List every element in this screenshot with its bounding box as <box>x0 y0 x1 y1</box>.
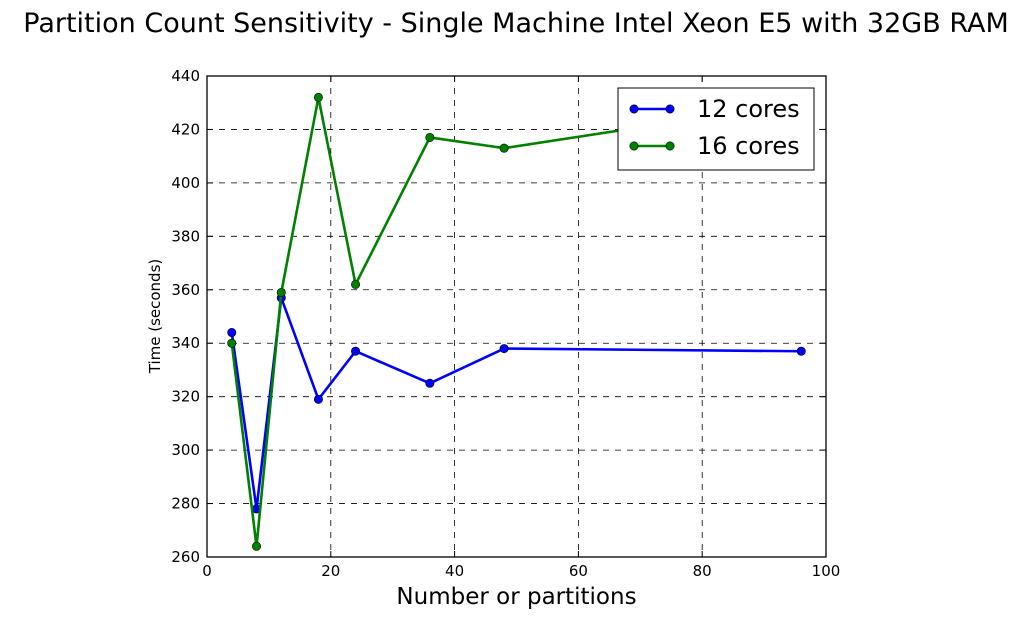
y-tick-label: 300 <box>171 441 200 459</box>
x-tick-label: 60 <box>569 562 588 580</box>
y-tick-label: 380 <box>171 227 200 245</box>
legend-marker <box>629 141 639 151</box>
series-0 <box>227 293 806 514</box>
y-tick-label: 400 <box>171 174 200 192</box>
legend-item: 16 cores <box>629 132 800 160</box>
axis-ticks: 0 20 40 60 80 100 260 280 300 320 340 360 380 400 420 4… <box>171 67 840 580</box>
x-axis-label: Number or partitions <box>396 584 636 610</box>
legend-label: 12 cores <box>697 95 800 123</box>
y-tick-label: 320 <box>171 388 200 406</box>
data-point <box>499 344 509 354</box>
legend: 12 cores 16 cores <box>617 87 815 171</box>
series-line <box>230 296 802 511</box>
y-tick-label: 440 <box>171 67 200 85</box>
legend-box <box>617 87 815 171</box>
data-point <box>313 394 323 404</box>
x-tick-label: 80 <box>693 562 712 580</box>
data-point <box>313 92 323 102</box>
data-point <box>227 338 237 348</box>
data-point <box>252 541 262 551</box>
legend-marker <box>629 104 639 114</box>
legend-label: 16 cores <box>697 132 800 160</box>
legend-item: 12 cores <box>629 95 800 123</box>
chart-title: Partition Count Sensitivity - Single Mac… <box>23 8 1009 39</box>
y-tick-label: 360 <box>171 281 200 299</box>
legend-marker <box>665 104 675 114</box>
series-line <box>230 96 802 548</box>
x-tick-label: 0 <box>202 562 212 580</box>
legend-marker <box>665 141 675 151</box>
data-point <box>276 287 286 297</box>
x-tick-label: 100 <box>812 562 841 580</box>
series-layer <box>227 92 806 551</box>
y-tick-label: 260 <box>171 548 200 566</box>
data-point <box>351 346 361 356</box>
y-tick-label: 280 <box>171 495 200 513</box>
data-point <box>499 143 509 153</box>
data-point <box>351 279 361 289</box>
plot-area-frame <box>206 75 827 558</box>
data-point <box>227 328 237 338</box>
data-point <box>425 132 435 142</box>
data-point <box>425 378 435 388</box>
y-tick-label: 420 <box>171 120 200 138</box>
grid <box>207 76 826 557</box>
y-tick-label: 340 <box>171 334 200 352</box>
x-tick-label: 40 <box>445 562 464 580</box>
data-point <box>796 346 806 356</box>
y-axis-label: Time (seconds) <box>146 259 164 375</box>
x-tick-label: 20 <box>321 562 340 580</box>
